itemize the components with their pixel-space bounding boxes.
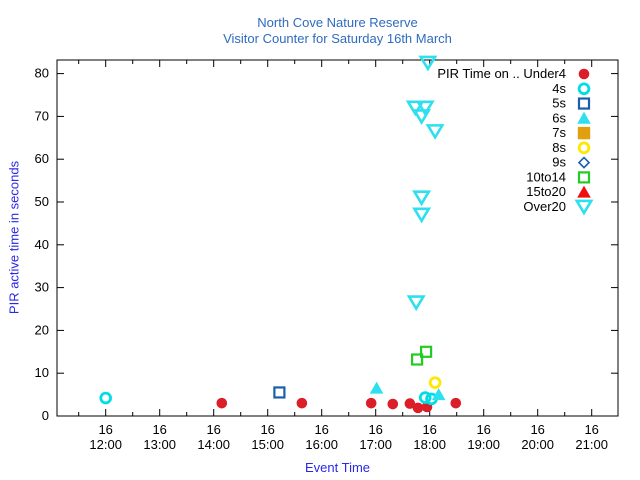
data-marker-triangle-up (577, 185, 591, 198)
legend-label: 4s (552, 81, 566, 96)
data-marker-square-open (411, 353, 424, 366)
data-marker-circle-filled (450, 397, 462, 409)
x-axis-label: Event Time (304, 460, 371, 475)
y-axis-label: PIR active time in seconds (6, 160, 22, 315)
y-tick-label: 30 (35, 280, 49, 295)
legend-label: Over20 (523, 199, 566, 214)
data-marker-triangle-down (412, 109, 432, 125)
y-tick-label: 40 (35, 237, 49, 252)
data-marker-circle-open (418, 391, 432, 404)
legend-label: 15to20 (526, 184, 566, 199)
y-tick-label: 10 (35, 365, 49, 380)
data-marker-circle-filled (296, 397, 308, 409)
data-marker-triangle-up (369, 381, 384, 394)
data-marker-square-open (577, 171, 591, 184)
data-marker-circle-filled (365, 397, 377, 409)
data-marker-circle-filled (216, 397, 228, 409)
data-marker-triangle-down (412, 207, 432, 224)
y-tick-label: 60 (35, 151, 49, 166)
data-marker-circle-filled (412, 402, 424, 414)
x-tick-label-day: 16 (422, 422, 436, 437)
legend-label: 8s (552, 140, 566, 155)
x-tick-label-time: 17:00 (359, 437, 392, 452)
data-marker-square-filled (577, 126, 591, 140)
legend-label: PIR Time on .. Under4 (437, 66, 566, 81)
data-marker-square-open (577, 97, 591, 110)
y-tick-label: 0 (42, 408, 49, 423)
data-marker-circle-open (577, 141, 591, 155)
x-tick-label-day: 16 (152, 422, 166, 437)
x-tick-label-time: 18:00 (413, 437, 446, 452)
x-tick-label-day: 16 (206, 422, 220, 437)
x-tick-label-time: 21:00 (575, 437, 608, 452)
chart-title: North Cove Nature Reserve (257, 15, 418, 30)
x-tick-label-day: 16 (260, 422, 274, 437)
x-tick-label-day: 16 (584, 422, 598, 437)
x-tick-label-time: 16:00 (305, 437, 338, 452)
x-tick-label-day: 16 (530, 422, 544, 437)
data-marker-triangle-up (577, 111, 591, 124)
x-tick-label-time: 20:00 (521, 437, 554, 452)
data-marker-square-open (273, 386, 286, 399)
x-tick-label-time: 12:00 (89, 437, 122, 452)
data-marker-circle-open (428, 376, 442, 389)
y-tick-label: 50 (35, 194, 49, 209)
data-marker-circle-filled (387, 398, 399, 410)
y-tick-label: 70 (35, 108, 49, 123)
x-tick-label-day: 16 (476, 422, 490, 437)
legend-label: 9s (552, 155, 566, 170)
data-marker-triangle-down (406, 295, 426, 312)
data-marker-triangle-down (425, 124, 445, 140)
chart-subtitle: Visitor Counter for Saturday 16th March (223, 31, 452, 46)
data-marker-triangle-down (412, 190, 432, 207)
x-tick-label-time: 13:00 (143, 437, 176, 452)
data-marker-triangle-down (574, 199, 594, 216)
legend-label: 10to14 (526, 169, 566, 184)
data-marker-square-open (420, 345, 433, 358)
data-marker-triangle-down (415, 100, 435, 117)
data-marker-diamond-open (577, 156, 591, 169)
x-tick-label-day: 16 (368, 422, 382, 437)
x-tick-label-day: 16 (314, 422, 328, 437)
data-marker-circle-filled (578, 68, 590, 80)
x-tick-label-time: 19:00 (467, 437, 500, 452)
data-marker-triangle-down (418, 55, 438, 72)
x-tick-label-day: 16 (98, 422, 112, 437)
data-marker-circle-filled (404, 398, 416, 409)
y-tick-label: 20 (35, 322, 49, 337)
legend-label: 5s (552, 96, 566, 111)
plot-frame (56, 59, 619, 417)
data-marker-circle-open (99, 391, 112, 405)
legend-label: 6s (552, 110, 566, 125)
data-marker-circle-open (577, 82, 591, 96)
y-tick-label: 80 (35, 66, 49, 81)
x-tick-label-time: 15:00 (251, 437, 284, 452)
legend-label: 7s (552, 125, 566, 140)
data-marker-triangle-down (405, 100, 425, 117)
data-marker-triangle-up (431, 388, 446, 401)
x-tick-label-time: 14:00 (197, 437, 230, 452)
